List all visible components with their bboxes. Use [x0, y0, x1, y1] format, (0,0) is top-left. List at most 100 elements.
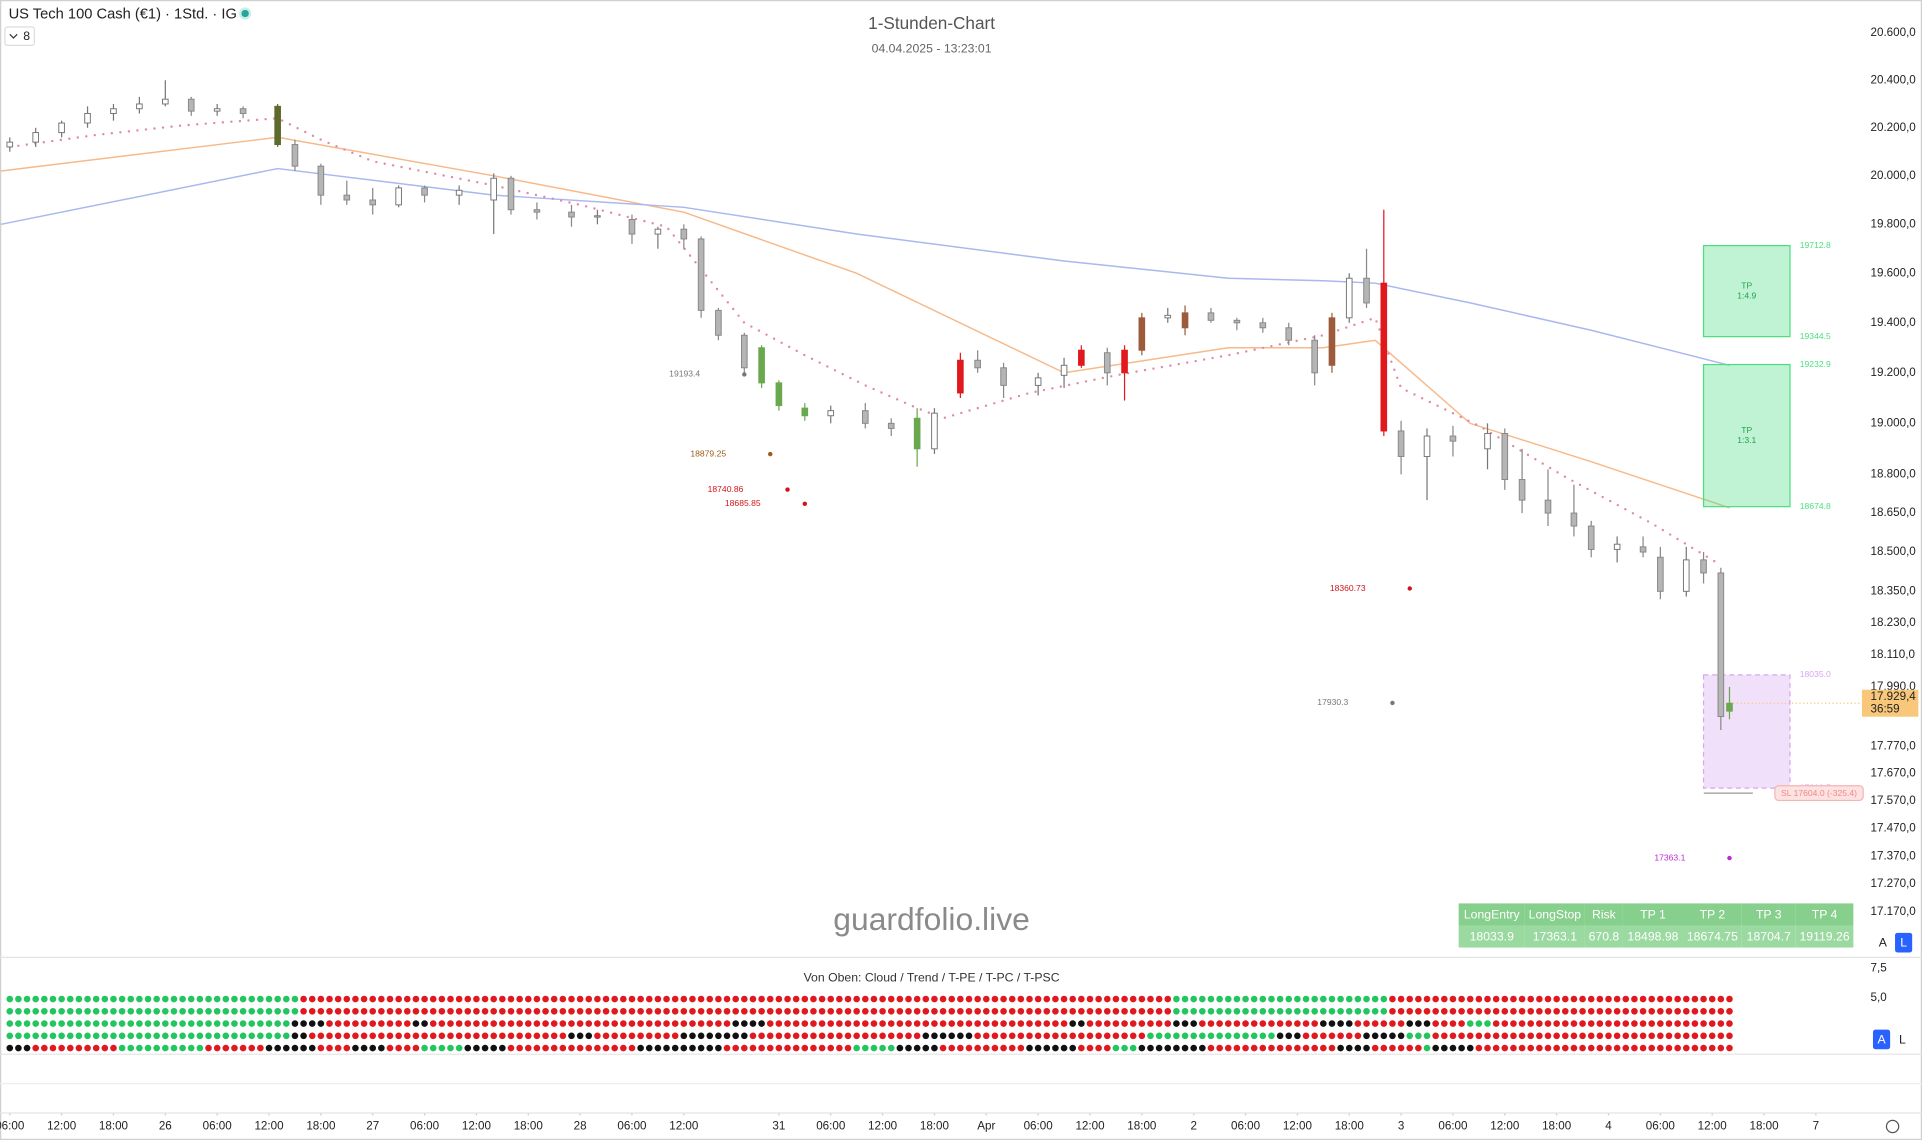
state-dot [1320, 1044, 1327, 1052]
candle-body [274, 105, 281, 146]
state-dot [1492, 1044, 1500, 1052]
state-run [6, 1007, 299, 1015]
state-run [118, 1044, 204, 1052]
state-dot [1224, 995, 1232, 1003]
state-dot [1052, 1020, 1059, 1027]
state-dot [1527, 1032, 1535, 1040]
state-dot [49, 1044, 57, 1052]
state-dot [1060, 1032, 1068, 1040]
state-dot [732, 1020, 739, 1027]
state-dot [1155, 1020, 1163, 1027]
state-dot [870, 1020, 878, 1027]
indicator-toggle[interactable] [4, 26, 35, 46]
state-run [732, 1020, 765, 1027]
state-dot [1579, 995, 1586, 1003]
state-run [1173, 1007, 1388, 1015]
state-dot [265, 1020, 273, 1027]
state-dot [827, 1020, 835, 1027]
scale-button[interactable] [1874, 932, 1892, 953]
state-dot [810, 1032, 817, 1040]
scale-button[interactable] [1872, 1029, 1891, 1050]
state-dot [196, 1020, 204, 1027]
state-dot [801, 1007, 809, 1015]
state-dot [827, 1007, 835, 1015]
state-dot [1613, 1032, 1621, 1040]
state-dot [282, 1007, 290, 1015]
state-dot [887, 1032, 895, 1040]
candle-body [1700, 559, 1707, 574]
state-dot [101, 995, 109, 1003]
state-dot [1354, 1044, 1362, 1052]
candle-body [291, 144, 299, 167]
state-dot [447, 1044, 454, 1052]
settings-icon[interactable] [1885, 1119, 1900, 1134]
state-dot [213, 1020, 221, 1027]
state-dot [49, 1032, 57, 1040]
state-dot [455, 1007, 463, 1015]
state-dot [1657, 1044, 1664, 1052]
state-dot [1078, 1020, 1085, 1027]
state-dot [1708, 995, 1716, 1003]
candle-body [827, 410, 835, 417]
zone-top-label: 18035.0 [1800, 669, 1831, 679]
state-dot [1553, 1007, 1560, 1015]
zone-name: TP [1741, 280, 1752, 290]
state-dot [32, 1044, 40, 1052]
state-dot [568, 995, 575, 1003]
state-dot [905, 1032, 912, 1040]
state-dot [1700, 1032, 1707, 1040]
state-dot [689, 1020, 696, 1027]
indicator-count: 8 [23, 29, 30, 43]
state-dot [15, 1032, 22, 1040]
state-run [1492, 1020, 1733, 1027]
state-dot [1103, 1007, 1111, 1015]
state-dot [1043, 1032, 1051, 1040]
state-dot [1458, 1032, 1465, 1040]
state-dot [1691, 995, 1699, 1003]
state-dot [1224, 1032, 1232, 1040]
state-dot [1371, 1032, 1379, 1040]
state-dot [974, 1020, 981, 1027]
state-dot [1190, 1032, 1198, 1040]
state-dot [49, 1007, 57, 1015]
scale-button[interactable] [1893, 1029, 1911, 1050]
state-dot [1190, 1044, 1198, 1052]
state-dot [1536, 995, 1543, 1003]
state-dot [516, 1032, 523, 1040]
state-dot [645, 1007, 653, 1015]
state-dot [308, 995, 316, 1003]
state-run [205, 1044, 264, 1052]
state-dot [378, 1044, 385, 1052]
table-header-cell [1458, 903, 1525, 926]
state-dot [1510, 1020, 1517, 1027]
state-dot [1596, 1007, 1604, 1015]
state-dot [766, 1044, 774, 1052]
state-dot [1544, 1032, 1552, 1040]
state-dot [559, 1044, 567, 1052]
state-dot [1536, 1032, 1543, 1040]
state-dot [118, 1044, 126, 1052]
state-dot [1345, 1007, 1353, 1015]
state-dot [187, 1020, 195, 1027]
state-dot [1587, 1044, 1595, 1052]
state-dot [1173, 1020, 1180, 1027]
state-dot [248, 995, 256, 1003]
state-dot [1458, 1007, 1465, 1015]
state-dot [1190, 995, 1198, 1003]
state-dot [412, 1032, 420, 1040]
state-dot [861, 995, 869, 1003]
candle-body [1363, 277, 1370, 304]
state-dot [1250, 995, 1258, 1003]
symbol: US Tech 100 Cash (€1) · 1Std. · IG [9, 7, 237, 23]
table-cell [1524, 925, 1585, 948]
x-tick-label: 12:00 [254, 1120, 284, 1133]
state-dot [1345, 1032, 1353, 1040]
state-dot [1466, 1032, 1474, 1040]
state-run [896, 1044, 938, 1052]
scale-button[interactable] [1895, 932, 1913, 953]
state-dot [378, 1032, 385, 1040]
state-dot [1276, 1020, 1284, 1027]
state-dot [1682, 1007, 1690, 1015]
state-run [507, 1044, 636, 1052]
